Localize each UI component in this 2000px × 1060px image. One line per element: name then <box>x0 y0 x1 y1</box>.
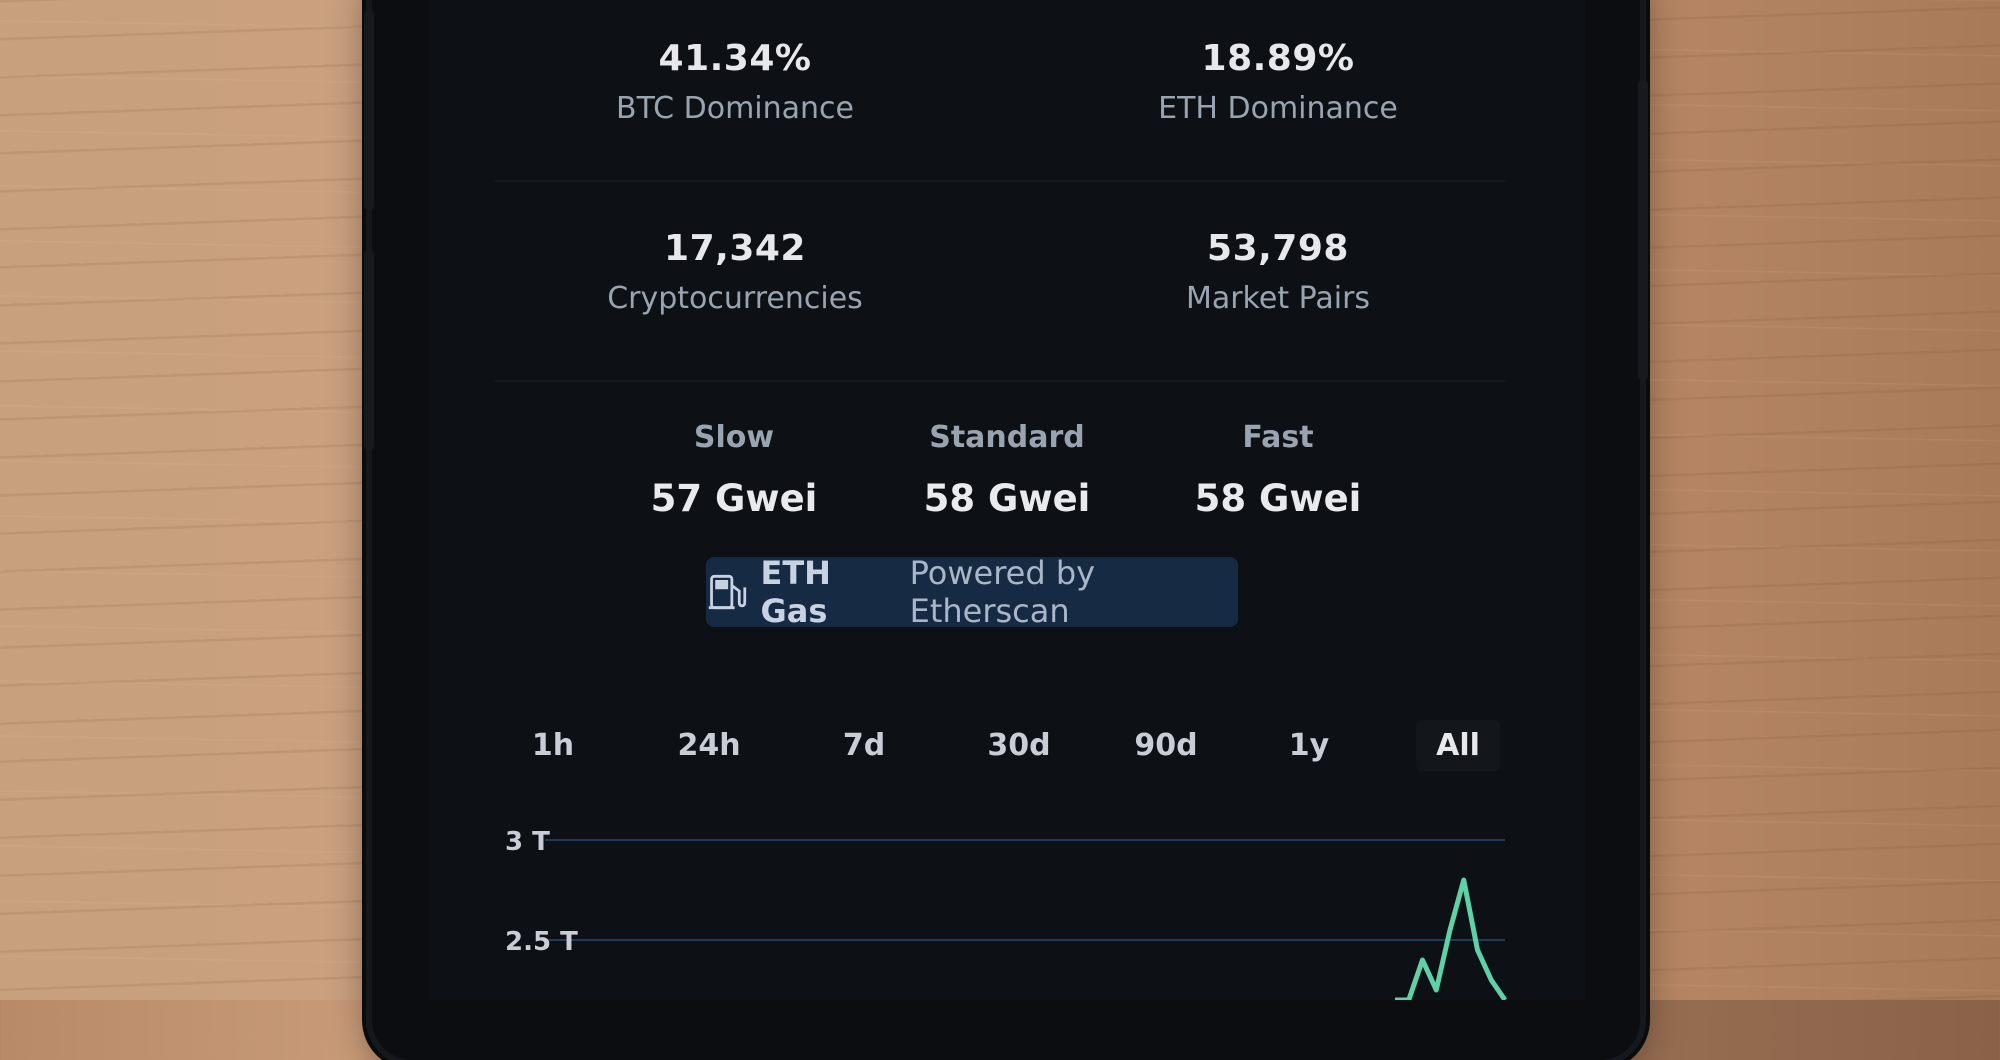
volume-down-button <box>364 250 374 450</box>
gas-standard: Standard 58 Gwei <box>924 420 1091 520</box>
btc-dominance-stat: 41.34% BTC Dominance <box>616 38 854 126</box>
tab-all[interactable]: All <box>1416 720 1500 771</box>
powered-by-etherscan[interactable]: Powered by Etherscan <box>909 554 1096 630</box>
eth-dominance-value: 18.89% <box>1201 38 1355 79</box>
chart-y-tick-label-0: 3 T <box>505 827 550 857</box>
tab-24h[interactable]: 24h <box>677 728 741 763</box>
eth-dominance-stat: 18.89% ETH Dominance <box>1158 38 1398 126</box>
market-pairs-value: 53,798 <box>1207 228 1349 269</box>
gas-standard-label: Standard <box>929 420 1085 455</box>
cryptocurrencies-value: 17,342 <box>664 228 806 269</box>
gas-divider <box>495 380 1505 382</box>
gas-pump-icon <box>708 574 747 610</box>
eth-dominance-label: ETH Dominance <box>1158 91 1398 126</box>
gas-slow-label: Slow <box>693 420 775 455</box>
tab-90d[interactable]: 90d <box>1134 728 1198 763</box>
market-pairs-stat: 53,798 Market Pairs <box>1186 228 1370 316</box>
btc-dominance-label: BTC Dominance <box>615 91 855 126</box>
gas-slow: Slow 57 Gwei <box>651 420 818 520</box>
chart-series-line <box>1395 877 1508 1000</box>
chart-y-tick-label-1: 2.5 T <box>505 927 578 957</box>
cryptocurrencies-stat: 17,342 Cryptocurrencies <box>607 228 863 316</box>
gas-standard-value: 58 Gwei <box>923 477 1091 520</box>
market-pairs-label: Market Pairs <box>1185 281 1371 316</box>
tab-1h[interactable]: 1h <box>531 728 575 763</box>
eth-gas-badge[interactable]: ETH Gas Powered by Etherscan <box>706 554 1238 630</box>
gas-fast-label: Fast <box>1242 420 1314 455</box>
tab-1y[interactable]: 1y <box>1288 728 1330 763</box>
tab-30d[interactable]: 30d <box>987 728 1051 763</box>
eth-gas-name: ETH Gas <box>760 554 831 630</box>
volume-up-button <box>364 10 374 210</box>
stats-divider <box>495 180 1505 182</box>
market-cap-chart: 3 T 2.5 T <box>505 827 1508 1000</box>
gas-fast: Fast 58 Gwei <box>1195 420 1362 520</box>
btc-dominance-value: 41.34% <box>658 38 812 79</box>
cryptocurrencies-label: Cryptocurrencies <box>607 281 863 316</box>
gas-slow-value: 57 Gwei <box>650 477 818 520</box>
tab-7d[interactable]: 7d <box>842 728 886 763</box>
gas-fast-value: 58 Gwei <box>1194 477 1362 520</box>
time-range-tabs: 1h 24h 7d 30d 90d 1y All <box>430 720 1585 771</box>
app-screen: 41.34% BTC Dominance 18.89% ETH Dominanc… <box>430 0 1585 1000</box>
power-button <box>1638 80 1648 380</box>
